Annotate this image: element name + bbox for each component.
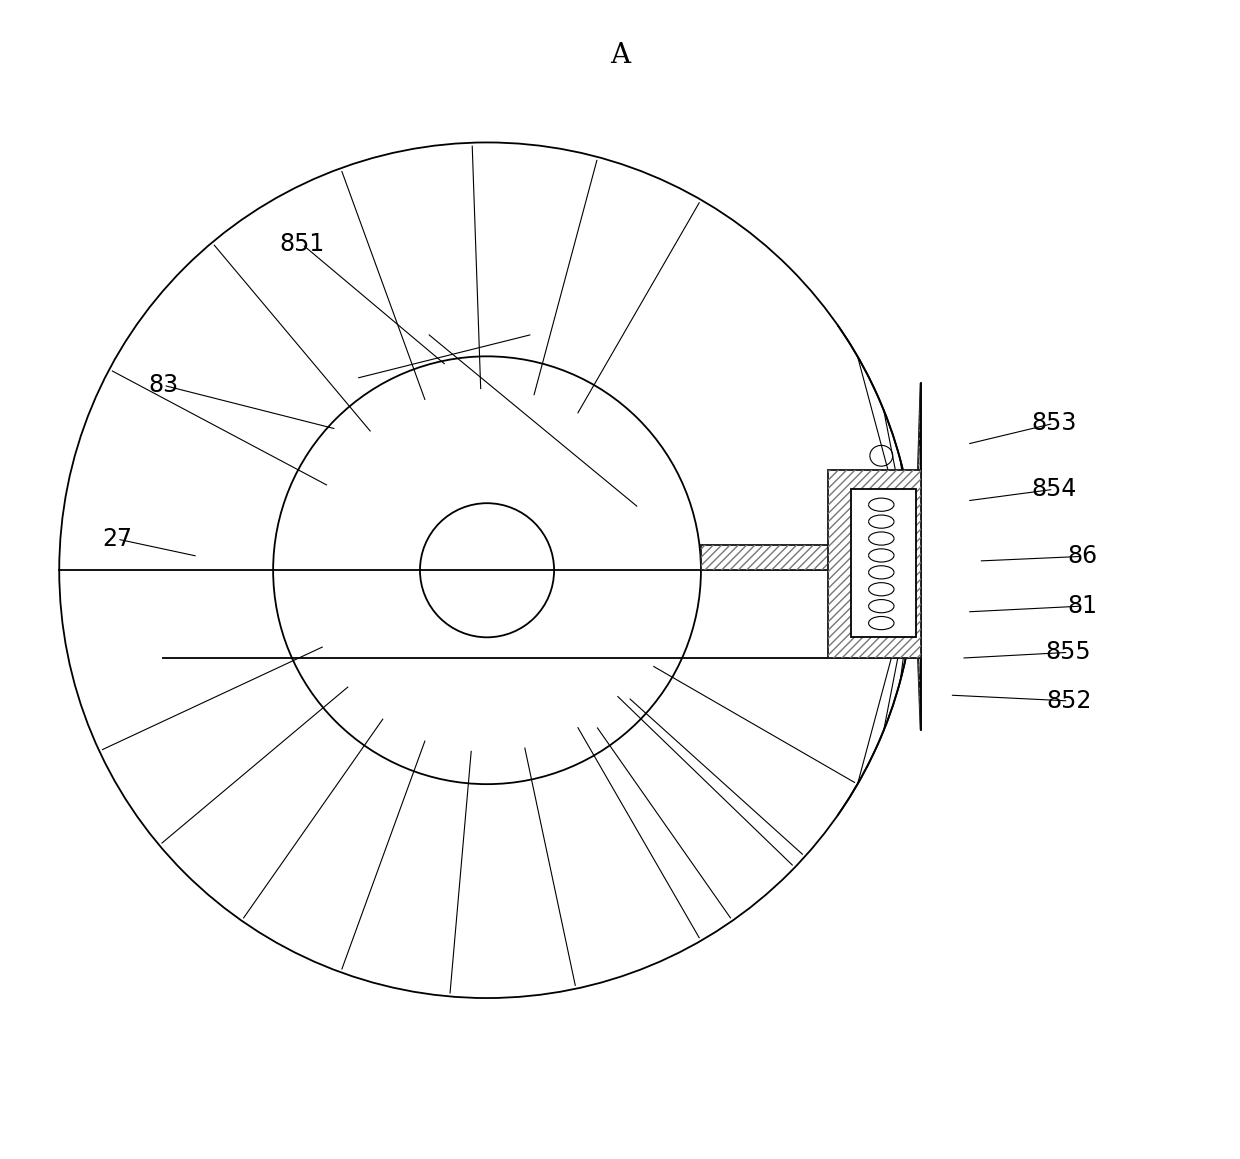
Bar — [828, 469, 920, 658]
Text: 854: 854 — [1030, 478, 1076, 502]
Text: 851: 851 — [279, 232, 325, 256]
Text: 83: 83 — [149, 373, 179, 398]
Polygon shape — [915, 570, 920, 730]
Bar — [701, 545, 874, 570]
Text: 855: 855 — [1045, 640, 1091, 664]
Text: 27: 27 — [102, 527, 131, 551]
Bar — [701, 545, 874, 570]
Text: 86: 86 — [1068, 545, 1097, 568]
Text: 853: 853 — [1030, 411, 1076, 436]
Polygon shape — [915, 570, 920, 658]
Polygon shape — [915, 469, 920, 570]
Text: 852: 852 — [1045, 688, 1091, 713]
Text: A: A — [610, 42, 630, 68]
Polygon shape — [915, 382, 920, 570]
Bar — [851, 489, 916, 637]
Text: 81: 81 — [1068, 595, 1097, 618]
Bar — [828, 469, 920, 658]
